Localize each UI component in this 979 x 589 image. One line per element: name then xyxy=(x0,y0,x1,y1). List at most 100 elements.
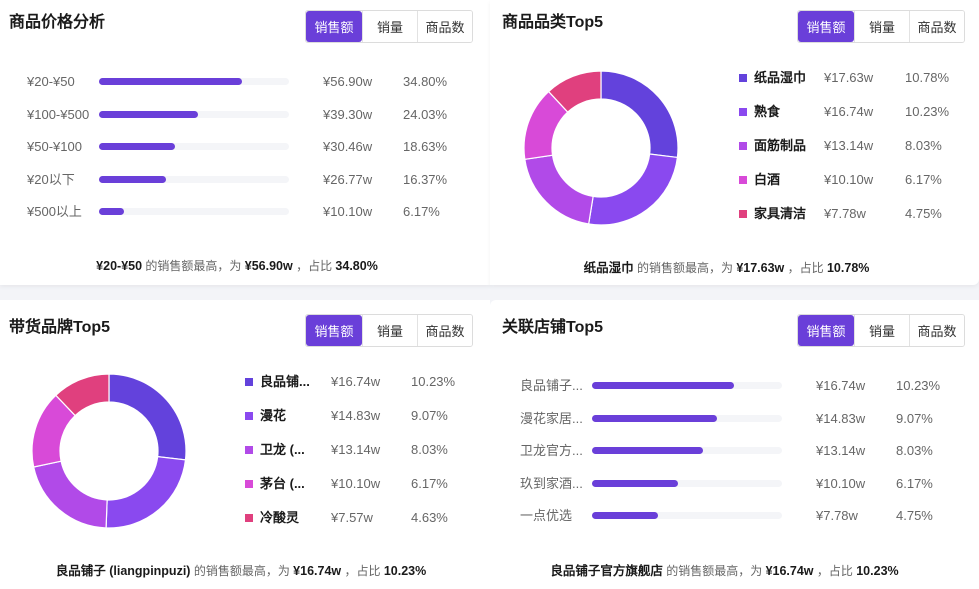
legend-item[interactable]: 纸品湿巾 ¥17.63w 10.78% xyxy=(739,68,979,88)
bar-row[interactable]: 玖到家酒... ¥10.10w 6.17% xyxy=(490,474,979,494)
bar-value: ¥7.78w xyxy=(816,508,858,523)
legend-item[interactable]: 卫龙 (... ¥13.14w 8.03% xyxy=(245,440,485,460)
legend-percent: 4.63% xyxy=(411,510,448,525)
bar-fill xyxy=(99,208,124,215)
tab-count[interactable]: 商品数 xyxy=(909,11,964,42)
card-title: 商品品类Top5 xyxy=(502,14,604,31)
donut-slice[interactable] xyxy=(524,154,594,225)
bar-percent: 9.07% xyxy=(896,410,933,426)
bar-row[interactable]: ¥20以下 ¥26.77w 16.37% xyxy=(0,170,490,190)
legend-item[interactable]: 茅台 (... ¥10.10w 6.17% xyxy=(245,474,485,494)
bar-row[interactable]: 良品铺子... ¥16.74w 10.23% xyxy=(490,376,979,396)
tab-sales[interactable]: 销售额 xyxy=(306,315,362,346)
legend-name: 纸品湿巾 xyxy=(754,70,807,85)
bar-track xyxy=(99,208,289,215)
bar-label: 良品铺子... xyxy=(520,378,583,393)
legend-swatch-icon xyxy=(739,210,747,218)
legend-name: 漫花 xyxy=(260,408,287,423)
donut-slice[interactable] xyxy=(105,455,187,529)
summary-text: 纸品湿巾 的销售额最高，为 ¥17.63w ，占比 10.78% xyxy=(482,257,971,276)
legend-item[interactable]: 面筋制品 ¥13.14w 8.03% xyxy=(739,136,979,156)
summary-text: ¥20-¥50 的销售额最高，为 ¥56.90w ，占比 34.80% xyxy=(0,257,482,274)
tab-volume[interactable]: 销量 xyxy=(854,315,909,346)
legend-swatch-icon xyxy=(245,514,253,522)
legend-item[interactable]: 冷酸灵 ¥7.57w 4.63% xyxy=(245,508,485,528)
legend-swatch-icon xyxy=(245,480,253,488)
legend-name: 熟食 xyxy=(754,104,781,119)
category-donut-chart[interactable] xyxy=(523,70,679,226)
legend-item[interactable]: 漫花 ¥14.83w 9.07% xyxy=(245,406,485,426)
donut-slice[interactable] xyxy=(547,70,602,113)
bar-row[interactable]: ¥50-¥100 ¥30.46w 18.63% xyxy=(0,137,490,157)
bar-track xyxy=(99,143,289,150)
donut-slice[interactable] xyxy=(587,153,679,226)
legend-value: ¥7.57w xyxy=(331,510,373,525)
bar-percent: 6.17% xyxy=(403,204,440,219)
summary-text: 良品铺子 (liangpinpuzi) 的销售额最高，为 ¥16.74w ，占比… xyxy=(0,560,486,579)
bar-fill xyxy=(592,447,704,454)
donut-slice[interactable] xyxy=(108,373,187,461)
bar-row[interactable]: 卫龙官方... ¥13.14w 8.03% xyxy=(490,441,979,461)
bar-percent: 10.23% xyxy=(896,378,941,393)
bar-row[interactable]: ¥20-¥50 ¥56.90w 34.80% xyxy=(0,72,490,92)
bar-track xyxy=(592,447,782,454)
legend-item[interactable]: 熟食 ¥16.74w 10.23% xyxy=(739,102,979,122)
price-analysis-card: 商品价格分析 销售额 销量 商品数 ¥20-¥50 ¥56.90w 34.80% ¥1… xyxy=(0,0,490,285)
tab-count[interactable]: 商品数 xyxy=(417,315,472,346)
bar-percent: 16.37% xyxy=(403,171,448,187)
bar-row[interactable]: ¥500以上 ¥10.10w 6.17% xyxy=(0,202,490,222)
donut-slice[interactable] xyxy=(54,373,110,417)
summary-name: ¥20-¥50 xyxy=(96,259,143,273)
legend-item[interactable]: 家具清洁 ¥7.78w 4.75% xyxy=(739,204,979,224)
legend-percent: 6.17% xyxy=(905,172,942,187)
summary-sep: ，占比 xyxy=(344,564,381,578)
summary-value: ¥16.74w xyxy=(293,564,342,578)
bar-fill xyxy=(99,78,242,85)
tab-volume[interactable]: 销量 xyxy=(854,11,909,42)
bar-value: ¥56.90w xyxy=(323,74,373,89)
bar-row[interactable]: 一点优选 ¥7.78w 4.75% xyxy=(490,506,979,526)
bar-percent: 6.17% xyxy=(896,475,933,491)
bar-label: 玖到家酒... xyxy=(520,475,583,491)
bar-value: ¥39.30w xyxy=(323,106,373,122)
bar-label: ¥500以上 xyxy=(27,204,82,219)
legend-value: ¥10.10w xyxy=(824,172,874,187)
bar-label: ¥20以下 xyxy=(27,171,75,187)
bar-track xyxy=(592,512,782,519)
metric-tabs: 销售额 销量 商品数 xyxy=(797,314,965,347)
summary-mid: 的销售额最高，为 xyxy=(636,261,733,275)
bar-fill xyxy=(592,382,734,389)
legend-swatch-icon xyxy=(739,108,747,116)
summary-pct: 10.23% xyxy=(856,564,899,578)
legend-item[interactable]: 白酒 ¥10.10w 6.17% xyxy=(739,170,979,190)
tab-volume[interactable]: 销量 xyxy=(362,315,417,346)
legend-value: ¥13.14w xyxy=(331,442,381,457)
summary-mid: 的销售额最高，为 xyxy=(193,564,290,578)
bar-row[interactable]: ¥100-¥500 ¥39.30w 24.03% xyxy=(0,105,490,125)
tab-volume[interactable]: 销量 xyxy=(362,11,417,42)
legend-percent: 8.03% xyxy=(411,442,448,457)
legend-percent: 6.17% xyxy=(411,476,448,491)
legend-value: ¥17.63w xyxy=(824,70,874,85)
donut-slice[interactable] xyxy=(32,460,108,529)
legend-name: 良品铺... xyxy=(260,374,310,389)
legend-swatch-icon xyxy=(245,412,253,420)
tab-sales[interactable]: 销售额 xyxy=(798,11,854,42)
summary-sep: ，占比 xyxy=(816,564,853,578)
summary-name: 良品铺子 (liangpinpuzi) xyxy=(55,564,191,578)
tab-sales[interactable]: 销售额 xyxy=(306,11,362,42)
bar-row[interactable]: 漫花家居... ¥14.83w 9.07% xyxy=(490,409,979,429)
brand-top5-card: 带货品牌Top5 销售额 销量 商品数 良品铺... ¥16.74w 10.23% 漫… xyxy=(0,300,490,589)
bar-value: ¥13.14w xyxy=(816,443,866,458)
legend-percent: 9.07% xyxy=(411,408,448,423)
bar-track xyxy=(592,382,782,389)
tab-count[interactable]: 商品数 xyxy=(909,315,964,346)
legend-item[interactable]: 良品铺... ¥16.74w 10.23% xyxy=(245,372,485,392)
donut-slice[interactable] xyxy=(600,70,679,159)
legend-name: 冷酸灵 xyxy=(260,510,300,525)
legend-value: ¥13.14w xyxy=(824,138,874,153)
tab-sales[interactable]: 销售额 xyxy=(798,315,854,346)
bar-fill xyxy=(99,110,198,118)
brand-donut-chart[interactable] xyxy=(31,373,187,529)
tab-count[interactable]: 商品数 xyxy=(417,11,472,42)
